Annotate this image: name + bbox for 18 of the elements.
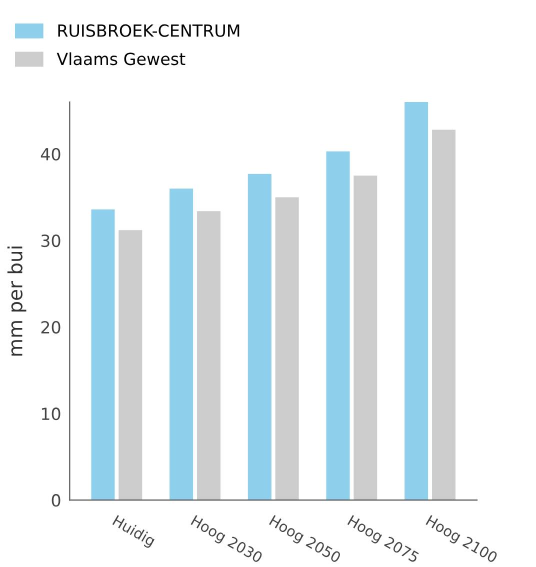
bar — [275, 197, 299, 500]
legend-label: RUISBROEK-CENTRUM — [58, 24, 240, 37]
y-tick-label: 40 — [40, 148, 60, 161]
legend-label: Vlaams Gewest — [56, 52, 186, 66]
y-tick-label: 30 — [41, 234, 60, 248]
bar — [354, 176, 378, 500]
y-tick-label: 0 — [52, 494, 60, 507]
bar — [196, 211, 220, 500]
bar — [326, 151, 350, 500]
y-tick-label: 20 — [41, 321, 60, 334]
bar — [248, 174, 272, 500]
bar — [432, 130, 456, 500]
y-axis-title: mm per bui — [7, 246, 26, 356]
bar — [91, 209, 115, 500]
bar — [170, 188, 194, 500]
y-tick-label: 10 — [42, 408, 60, 420]
bar — [118, 230, 142, 500]
bar — [404, 102, 428, 500]
